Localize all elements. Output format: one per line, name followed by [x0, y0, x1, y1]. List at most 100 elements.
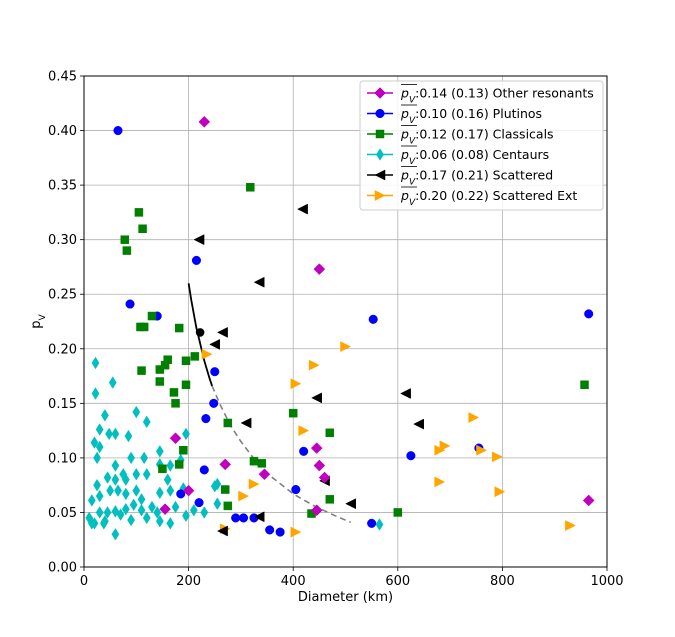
legend-entry: pV:0.20 (0.22) Scattered Ext: [367, 186, 577, 208]
data-point: [121, 473, 130, 486]
data-point: [95, 489, 104, 503]
data-point: [325, 495, 335, 504]
legend-symbol-subscript: V: [409, 157, 416, 167]
data-point: [142, 511, 151, 525]
data-point: [209, 339, 220, 350]
data-point: [253, 511, 265, 523]
data-point: [125, 299, 135, 309]
data-point: [249, 456, 259, 466]
data-point: [181, 380, 191, 390]
y-tick-label: 0.35: [48, 179, 77, 194]
legend-stats-text: :0.20 (0.22) Scattered Ext: [415, 188, 577, 203]
legend-marker: [374, 169, 386, 181]
data-point: [127, 513, 135, 527]
legend-marker: [374, 87, 386, 99]
data-point: [491, 451, 503, 463]
y-tick-label: 0.10: [48, 451, 77, 466]
data-point: [155, 377, 165, 386]
data-point: [238, 490, 250, 502]
data-point: [116, 508, 125, 521]
legend-label: pV:0.14 (0.13) Other resonants: [400, 86, 594, 106]
data-point: [182, 427, 190, 441]
data-point: [209, 398, 219, 408]
data-point: [87, 517, 96, 530]
data-point: [111, 527, 120, 541]
highlight-point: [195, 328, 205, 337]
data-point: [565, 520, 576, 531]
data-point: [299, 446, 309, 456]
legend-entry: pV:0.10 (0.16) Plutinos: [367, 104, 542, 126]
data-point: [91, 356, 100, 370]
data-point: [198, 115, 211, 128]
data-point: [137, 366, 146, 375]
data-point: [124, 429, 133, 443]
data-point: [174, 460, 184, 469]
data-point: [439, 440, 451, 452]
data-point: [155, 365, 165, 374]
data-point: [176, 489, 186, 499]
data-point: [298, 425, 310, 437]
x-tick-label: 1000: [590, 574, 623, 589]
data-point: [213, 497, 222, 510]
data-point: [345, 498, 356, 510]
fit-curve: [187, 283, 352, 524]
data-point: [111, 459, 120, 472]
data-point: [210, 367, 220, 377]
x-tick-label: 600: [385, 574, 410, 589]
legend-box: [359, 80, 604, 211]
data-point: [311, 392, 322, 404]
data-point: [191, 255, 201, 265]
data-point: [148, 500, 156, 514]
data-point: [468, 412, 480, 423]
data-point: [101, 409, 109, 422]
data-point: [122, 246, 132, 255]
data-point: [179, 446, 188, 455]
data-point: [223, 501, 233, 511]
data-point: [169, 388, 179, 397]
y-tick-label: 0.00: [48, 561, 77, 576]
data-point: [240, 417, 252, 429]
data-point: [340, 341, 352, 353]
legend-symbol-subscript: V: [409, 178, 416, 188]
data-point: [368, 314, 378, 324]
data-point: [313, 459, 326, 472]
data-point: [93, 478, 101, 492]
data-point: [129, 498, 138, 512]
y-tick-label: 0.15: [48, 397, 77, 412]
legend-symbol-subscript: V: [409, 96, 416, 106]
series-other-resonants: [159, 115, 595, 517]
data-point: [105, 427, 113, 441]
data-point: [201, 414, 211, 424]
y-axis-label: pV: [29, 313, 48, 328]
data-point: [248, 478, 260, 490]
data-point: [288, 408, 298, 418]
data-point: [159, 503, 171, 516]
legend-symbol: p: [400, 168, 409, 183]
data-point: [193, 234, 205, 246]
y-tick-label: 0.25: [48, 288, 77, 303]
data-point: [181, 356, 191, 366]
data-point: [200, 506, 209, 519]
legend-label: pV:0.06 (0.08) Centaurs: [400, 147, 549, 167]
data-point: [253, 276, 265, 288]
data-point: [219, 458, 232, 471]
data-point: [132, 484, 141, 497]
data-point: [201, 348, 213, 360]
data-point: [182, 484, 195, 497]
data-point: [174, 323, 184, 333]
data-point: [308, 359, 320, 371]
data-point: [155, 514, 164, 528]
data-point: [217, 525, 228, 537]
data-point: [584, 309, 594, 319]
data-point: [108, 376, 117, 389]
data-point: [163, 473, 172, 486]
legend-label: pV:0.20 (0.22) Scattered Ext: [400, 188, 577, 208]
data-point: [91, 387, 100, 400]
data-point: [93, 451, 101, 465]
data-point: [111, 427, 120, 441]
data-point: [434, 476, 446, 488]
data-point: [580, 380, 589, 390]
x-tick-label: 800: [490, 574, 515, 589]
legend-symbol: p: [400, 86, 409, 101]
